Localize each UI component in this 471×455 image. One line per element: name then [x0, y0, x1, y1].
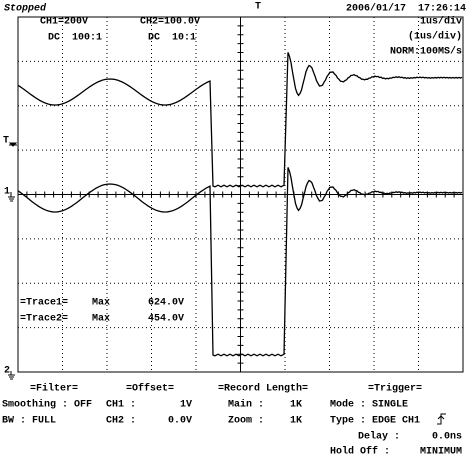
trace-1: [17, 52, 463, 188]
panel-title: =Record Length=: [218, 383, 308, 395]
ch1-coupling: DC 100:1: [48, 33, 102, 44]
trigger-setting: Mode : SINGLE: [330, 399, 408, 411]
timebase: 1us/div: [420, 16, 462, 28]
offset-value: 0.0V: [168, 416, 192, 427]
measurement-name: =Trace1=: [20, 298, 68, 309]
trigger-position-marker: T: [255, 2, 261, 13]
record-label: Zoom :: [228, 416, 264, 427]
record-label: Main :: [228, 399, 264, 411]
graticule: [17, 16, 464, 373]
measurement-value: 624.0V: [148, 298, 184, 309]
ch2-scale: CH2=100.0V: [140, 17, 200, 28]
datetime: 2006/01/17 17:26:14: [346, 3, 466, 15]
measurement-type: Max: [92, 298, 110, 309]
ch2-coupling: DC 10:1: [148, 33, 196, 44]
panel-title: =Offset=: [126, 383, 174, 395]
record-value: 1K: [290, 400, 302, 411]
ch2-ground: [8, 371, 15, 380]
filter-setting: BW : FULL: [2, 416, 56, 427]
trigger-setting-value: MINIMUM: [420, 447, 462, 455]
offset-label: CH1 :: [106, 400, 136, 411]
sample-rate: NORM:100MS/s: [390, 46, 462, 58]
ch1-scale: CH1=200V: [40, 17, 88, 28]
trigger-level-marker: T: [3, 136, 9, 147]
offset-label: CH2 :: [106, 416, 136, 427]
measurement-name: =Trace2=: [20, 314, 68, 325]
edge-icon: [437, 413, 446, 425]
trace-2: [17, 167, 463, 357]
ch1-ground: [8, 192, 15, 202]
measurement-value: 454.0V: [148, 314, 184, 325]
trigger-setting-label: Hold Off :: [330, 446, 390, 455]
trigger-setting-value: 0.0ns: [432, 432, 462, 443]
panel-title: =Filter=: [30, 383, 78, 395]
record-value: 1K: [290, 416, 302, 427]
trigger-setting-label: Delay :: [358, 431, 400, 443]
trigger-setting: Type : EDGE CH1: [330, 416, 420, 427]
measurement-type: Max: [92, 314, 110, 325]
ch2-marker: 2: [4, 366, 10, 377]
ch1-marker: 1: [4, 187, 10, 198]
trigger-level-arrow: [8, 142, 18, 147]
panel-title: =Trigger=: [368, 383, 422, 395]
filter-setting: Smoothing : OFF: [2, 399, 92, 411]
offset-value: 1V: [180, 400, 192, 411]
zoom-timebase: (1us/div): [408, 31, 462, 43]
status: Stopped: [4, 3, 47, 15]
